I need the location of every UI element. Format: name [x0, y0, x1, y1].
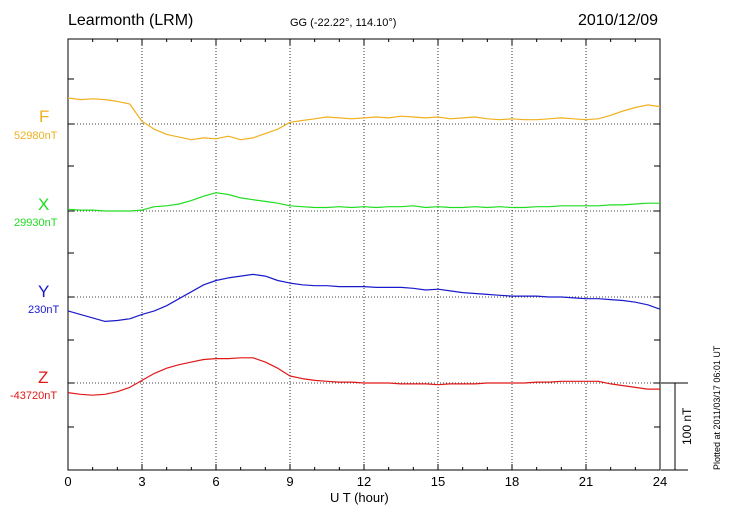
x-tick-label-9: 9: [286, 474, 294, 489]
series-baseline-f: 52980nT: [14, 130, 58, 142]
series-label-x: X: [38, 195, 50, 214]
series-baseline-z: -43720nT: [10, 390, 58, 402]
series-baseline-y: 230nT: [28, 304, 60, 316]
x-tick-label-12: 12: [356, 474, 372, 489]
station-title: Learmonth (LRM): [68, 12, 194, 29]
x-tick-label-24: 24: [652, 474, 668, 489]
series-label-y: Y: [38, 282, 50, 301]
grid-lines: [68, 39, 660, 470]
x-tick-label-3: 3: [138, 474, 146, 489]
series-line-y: [67, 273, 661, 322]
plotted-timestamp: Plotted at 2011/03/17 06:01 UT: [712, 345, 722, 470]
x-tick-label-18: 18: [504, 474, 520, 489]
series-baseline-x: 29930nT: [14, 217, 58, 229]
scale-bar: [661, 382, 688, 471]
x-tick-label-21: 21: [578, 474, 594, 489]
series-line-f: [67, 97, 661, 141]
axis-ticks: [67, 39, 661, 470]
station-coordinates: GG (-22.22°, 114.10°): [290, 17, 397, 29]
series-line-x: [67, 192, 660, 212]
scale-bar-label: 100 nT: [680, 407, 694, 445]
x-tick-label-6: 6: [212, 474, 220, 489]
x-tick-label-0: 0: [64, 474, 72, 489]
series-label-z: Z: [38, 368, 49, 387]
plot-date: 2010/12/09: [578, 12, 659, 29]
x-axis-label: U T (hour): [330, 490, 389, 505]
x-tick-label-15: 15: [430, 474, 446, 489]
series-line-z: [67, 357, 660, 396]
series-label-f: F: [39, 107, 50, 126]
series-lines: [67, 97, 661, 396]
